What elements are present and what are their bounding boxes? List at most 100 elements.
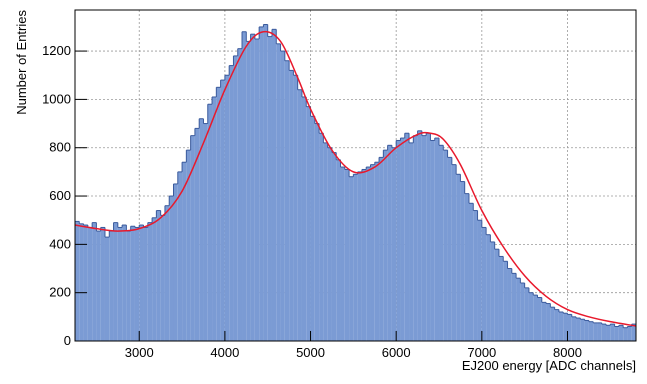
bar	[276, 43, 281, 341]
bar	[306, 106, 311, 341]
bar	[254, 38, 260, 341]
bar	[481, 227, 487, 341]
bar	[379, 157, 384, 341]
bar	[229, 65, 234, 342]
bar	[301, 96, 307, 341]
bar	[490, 241, 495, 341]
bar	[366, 167, 371, 341]
bar	[554, 309, 559, 341]
bar	[344, 169, 350, 341]
bar	[327, 147, 332, 341]
bar	[524, 287, 529, 341]
bar	[498, 256, 504, 341]
bar	[147, 222, 153, 341]
y-tick-label: 600	[49, 188, 71, 203]
bar	[271, 29, 277, 342]
bar	[477, 220, 482, 341]
y-tick-label: 1200	[42, 43, 71, 58]
y-axis-label: Number of Entries	[14, 10, 29, 115]
x-tick-label: 5000	[296, 345, 325, 360]
bar	[400, 138, 405, 341]
y-tick-label: 800	[49, 140, 71, 155]
bar	[75, 221, 80, 341]
bar	[156, 210, 161, 341]
bar	[447, 157, 452, 341]
bar	[584, 320, 589, 341]
bar	[134, 227, 140, 341]
bar	[370, 164, 375, 341]
bar	[242, 31, 247, 341]
bar	[139, 225, 144, 341]
bar	[443, 150, 448, 341]
bar	[507, 268, 512, 341]
bar	[593, 322, 598, 341]
x-axis-label: EJ200 energy [ADC channels]	[462, 358, 636, 373]
bar	[280, 51, 285, 341]
bar	[319, 133, 324, 341]
bar	[246, 41, 251, 342]
bar	[387, 145, 392, 341]
bar	[293, 75, 298, 341]
bar	[516, 278, 521, 341]
bar	[533, 295, 538, 341]
bar	[349, 176, 354, 341]
bar	[404, 133, 410, 341]
bar	[182, 162, 187, 341]
bar	[606, 325, 611, 341]
bar	[567, 314, 572, 341]
x-tick-label: 6000	[382, 345, 411, 360]
bar	[203, 123, 208, 341]
bar	[464, 193, 469, 341]
y-tick-label: 0	[64, 333, 71, 348]
bar	[468, 203, 474, 341]
bar	[143, 227, 148, 341]
bar	[250, 34, 255, 341]
y-tick-label: 200	[49, 285, 71, 300]
bar	[357, 171, 362, 341]
bar	[426, 133, 431, 341]
bar	[160, 215, 165, 341]
bar	[460, 181, 465, 341]
bar	[331, 152, 337, 341]
bar	[233, 55, 238, 341]
bar	[216, 87, 221, 341]
bar	[546, 303, 551, 341]
y-tick-label: 400	[49, 236, 71, 251]
bar	[190, 135, 195, 341]
bar	[212, 96, 217, 341]
bar	[439, 145, 444, 341]
bar	[631, 324, 636, 341]
bar	[104, 237, 110, 341]
bar	[417, 130, 422, 341]
bar	[396, 140, 401, 341]
bar	[310, 116, 315, 341]
bar	[122, 225, 127, 341]
bar	[284, 60, 290, 342]
bar	[391, 147, 397, 341]
bar	[130, 226, 135, 341]
bar	[173, 183, 178, 341]
bar	[618, 325, 624, 341]
bar	[550, 307, 555, 341]
bar	[224, 75, 230, 341]
bar	[511, 273, 517, 341]
bar	[96, 231, 101, 341]
bar	[117, 227, 123, 341]
bar	[177, 171, 183, 341]
bar	[126, 231, 131, 341]
y-tick-label: 1000	[42, 91, 71, 106]
bar	[263, 24, 268, 342]
bar	[374, 162, 380, 341]
bar	[336, 159, 341, 341]
x-tick-label: 3000	[125, 345, 154, 360]
bar	[494, 249, 499, 341]
bar	[323, 142, 328, 341]
bar	[537, 297, 542, 341]
bar	[267, 36, 272, 342]
x-tick-label: 8000	[553, 345, 582, 360]
bar	[571, 316, 577, 341]
bar	[383, 150, 388, 341]
bar	[520, 283, 525, 341]
